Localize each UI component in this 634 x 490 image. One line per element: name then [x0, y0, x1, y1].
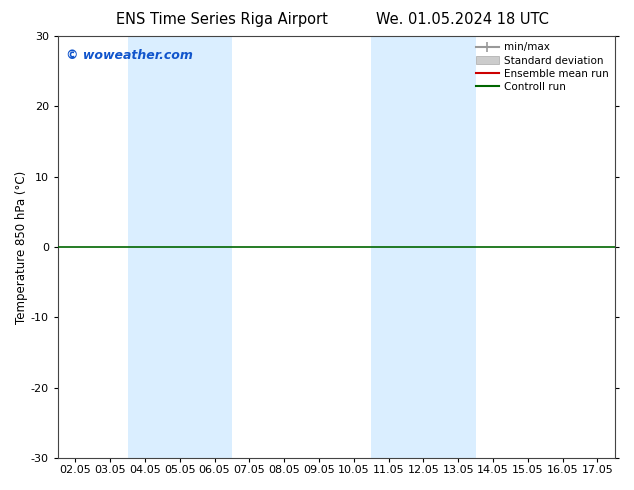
Text: ENS Time Series Riga Airport: ENS Time Series Riga Airport [116, 12, 328, 27]
Bar [371, 36, 476, 458]
Y-axis label: Temperature 850 hPa (°C): Temperature 850 hPa (°C) [15, 171, 28, 324]
Bar [127, 36, 232, 458]
Legend: min/max, Standard deviation, Ensemble mean run, Controll run: min/max, Standard deviation, Ensemble me… [472, 38, 612, 96]
Text: © woweather.com: © woweather.com [67, 49, 193, 62]
Text: We. 01.05.2024 18 UTC: We. 01.05.2024 18 UTC [377, 12, 549, 27]
